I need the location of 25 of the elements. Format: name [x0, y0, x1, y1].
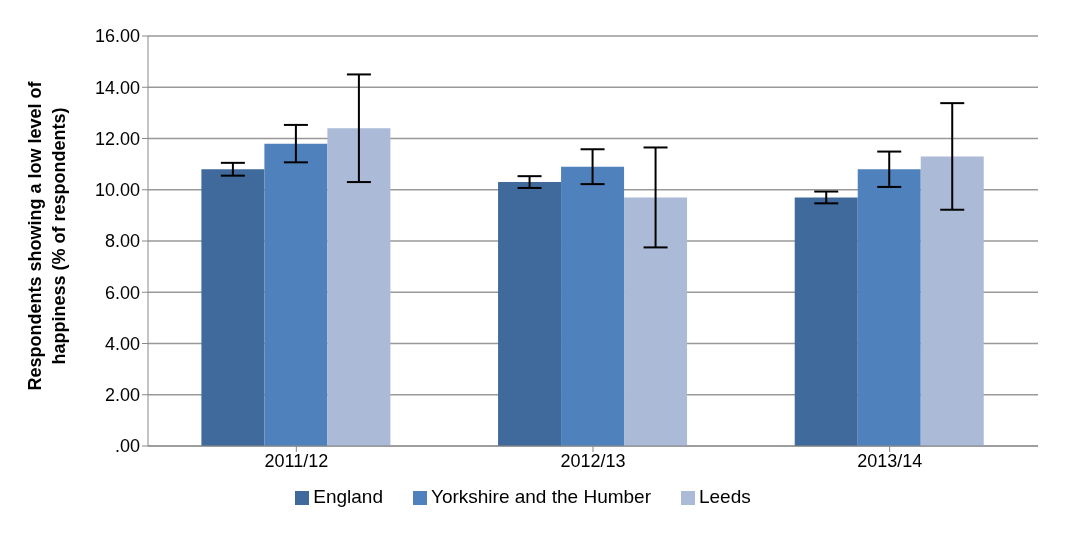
x-tick-label: 2013/14	[857, 450, 923, 471]
y-tick-label: .00	[114, 436, 140, 457]
bar	[624, 197, 688, 446]
x-tick-label: 2011/12	[264, 450, 329, 471]
bar	[201, 169, 265, 446]
bar	[857, 169, 921, 446]
y-tick-label: 14.00	[94, 77, 140, 98]
y-tick-label: 10.00	[94, 180, 140, 201]
bar	[920, 156, 984, 446]
bar	[327, 128, 391, 446]
x-tick-label: 2012/13	[560, 450, 626, 471]
y-tick-label: 4.00	[104, 333, 140, 354]
bar	[498, 182, 562, 446]
bar	[794, 197, 858, 446]
legend-label: Leeds	[698, 486, 751, 507]
bar	[264, 143, 328, 446]
y-tick-label: 2.00	[104, 385, 140, 406]
y-tick-label: 6.00	[104, 282, 140, 303]
bar	[561, 166, 625, 446]
legend-label: England	[313, 486, 383, 507]
legend-label: Yorkshire and the Humber	[430, 486, 651, 507]
y-tick-label: 8.00	[104, 231, 140, 252]
y-tick-label: 16.00	[94, 26, 140, 47]
y-tick-label: 12.00	[94, 128, 140, 149]
y-axis-title: Respondents showing a low level of happiness (% of respondents)	[24, 80, 70, 393]
